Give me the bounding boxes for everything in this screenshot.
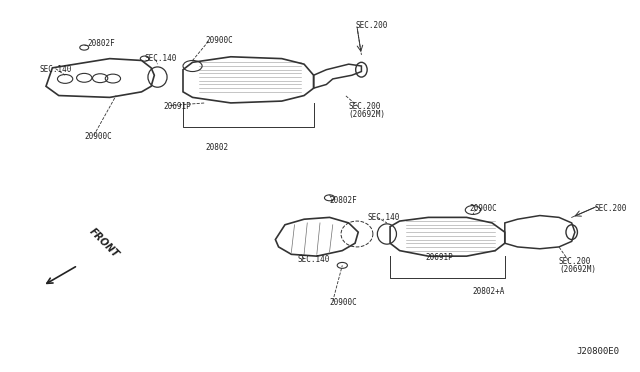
Text: 20802F: 20802F — [88, 39, 115, 48]
Text: J20800E0: J20800E0 — [577, 347, 620, 356]
Text: SEC.140: SEC.140 — [368, 213, 400, 222]
Text: SEC.200: SEC.200 — [355, 21, 387, 30]
Text: 20900C: 20900C — [84, 132, 112, 141]
Text: 20900C: 20900C — [470, 203, 497, 213]
Text: SEC.140: SEC.140 — [145, 54, 177, 63]
Text: 20802F: 20802F — [330, 196, 357, 205]
Text: SEC.200: SEC.200 — [594, 203, 627, 213]
Text: 20900C: 20900C — [330, 298, 357, 307]
Text: SEC.200: SEC.200 — [349, 102, 381, 111]
Text: SEC.140: SEC.140 — [40, 65, 72, 74]
Text: SEC.140: SEC.140 — [298, 255, 330, 264]
Text: SEC.200: SEC.200 — [559, 257, 591, 266]
Text: 20802+A: 20802+A — [473, 287, 506, 296]
Text: 20691P: 20691P — [425, 253, 453, 263]
Text: 20802: 20802 — [205, 143, 228, 152]
Text: FRONT: FRONT — [88, 227, 121, 260]
Text: 20900C: 20900C — [205, 36, 233, 45]
Text: 20691P: 20691P — [164, 102, 191, 111]
Text: (20692M): (20692M) — [559, 264, 596, 273]
Text: (20692M): (20692M) — [349, 109, 386, 119]
